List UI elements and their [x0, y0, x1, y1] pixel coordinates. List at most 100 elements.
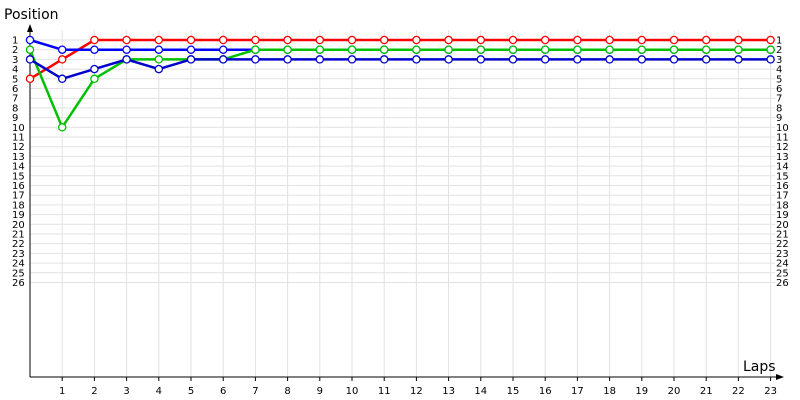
x-tick-label: 2: [91, 386, 97, 397]
series-point: [573, 45, 582, 54]
series-point: [701, 35, 711, 45]
x-tick-label: 7: [252, 386, 258, 397]
series-point: [476, 45, 486, 54]
series-point: [508, 45, 518, 54]
series-4: [25, 55, 775, 84]
y-axis-arrow: [27, 24, 33, 32]
series-point: [508, 35, 518, 45]
y-tick-label-right: 10: [776, 123, 789, 134]
y-tick-label: 22: [12, 239, 25, 250]
y-tick-label-right: 17: [776, 191, 789, 202]
x-tick-label: 20: [668, 386, 681, 397]
x-tick-label: 1: [59, 386, 65, 397]
series-point: [218, 55, 228, 64]
series-point: [347, 55, 357, 64]
y-tick-label: 10: [12, 123, 25, 134]
series-point: [540, 45, 550, 54]
series-point: [476, 55, 486, 64]
y-tick-label-right: 20: [776, 220, 789, 231]
series-point: [283, 35, 292, 45]
series-point: [25, 55, 35, 64]
series-point: [90, 64, 99, 74]
x-tick-label: 12: [410, 386, 423, 397]
x-tick-label: 14: [474, 386, 487, 397]
y-tick-label: 4: [12, 65, 18, 76]
y-tick-label-right: 16: [776, 181, 789, 192]
y-tick-label: 23: [12, 249, 25, 260]
series-point: [412, 55, 421, 64]
series-point: [734, 55, 743, 64]
series-point: [605, 35, 614, 45]
x-tick-label: 15: [507, 386, 520, 397]
y-tick-label-right: 22: [776, 239, 789, 250]
y-tick-label-right: 12: [776, 142, 789, 153]
series-point: [154, 45, 164, 54]
series-point: [251, 45, 260, 54]
series-point: [540, 35, 550, 45]
series-point: [637, 35, 647, 45]
y-tick-label: 12: [12, 142, 25, 153]
series-point: [122, 35, 131, 45]
grid-layer: [31, 30, 775, 381]
x-tick-label: 22: [732, 386, 745, 397]
series-point: [347, 35, 357, 45]
y-tick-label: 11: [12, 133, 25, 144]
series-point: [315, 45, 325, 54]
y-tick-label: 15: [12, 171, 25, 182]
series-point: [379, 45, 389, 54]
y-tick-label: 24: [12, 259, 25, 270]
y-tick-label: 21: [12, 230, 25, 241]
series-point: [186, 35, 196, 45]
series-point: [444, 45, 453, 54]
x-tick-label: 4: [156, 386, 162, 397]
series-point: [25, 45, 35, 54]
x-tick-label: 18: [603, 386, 616, 397]
y-tick-label-right: 18: [776, 200, 789, 211]
series-point: [734, 45, 743, 54]
y-tick-label: 13: [12, 152, 25, 163]
x-tick-label: 21: [700, 386, 713, 397]
series-point: [637, 45, 647, 54]
x-tick-label: 6: [220, 386, 226, 397]
x-tick-label: 11: [378, 386, 391, 397]
series-point: [444, 35, 453, 45]
series-point: [573, 55, 582, 64]
series-point: [540, 55, 550, 64]
series-layer: [25, 35, 775, 132]
y-tick-label-right: 8: [776, 103, 782, 114]
y-tick-label-right: 13: [776, 152, 789, 163]
y-tick-label-right: 26: [776, 278, 789, 289]
x-tick-label: 8: [284, 386, 290, 397]
series-point: [251, 55, 260, 64]
series-point: [669, 45, 679, 54]
series-point: [122, 55, 131, 64]
series-line: [29, 38, 771, 80]
series-point: [90, 35, 99, 45]
series-point: [186, 55, 196, 64]
y-tick-label-right: 14: [776, 162, 789, 173]
series-point: [57, 74, 67, 84]
series-point: [412, 45, 421, 54]
x-tick-label: 3: [123, 386, 129, 397]
series-point: [669, 35, 679, 45]
series-point: [57, 123, 67, 132]
x-tick-label: 19: [635, 386, 648, 397]
series-point: [766, 55, 775, 64]
series-point: [25, 74, 35, 84]
y-tick-label: 8: [12, 103, 18, 114]
y-tick-label-right: 11: [776, 133, 789, 144]
y-tick-label: 19: [12, 210, 25, 221]
x-tick-label: 5: [188, 386, 194, 397]
series-point: [218, 45, 228, 54]
y-tick-label-right: 7: [776, 94, 782, 105]
series-point: [766, 45, 775, 54]
y-tick-label-right: 9: [776, 113, 782, 124]
series-point: [90, 74, 99, 84]
series-point: [315, 55, 325, 64]
y-tick-label-right: 23: [776, 249, 789, 260]
x-tick-label: 10: [346, 386, 359, 397]
series-line: [28, 48, 771, 129]
x-tick-label: 13: [442, 386, 455, 397]
series-1: [25, 35, 775, 84]
